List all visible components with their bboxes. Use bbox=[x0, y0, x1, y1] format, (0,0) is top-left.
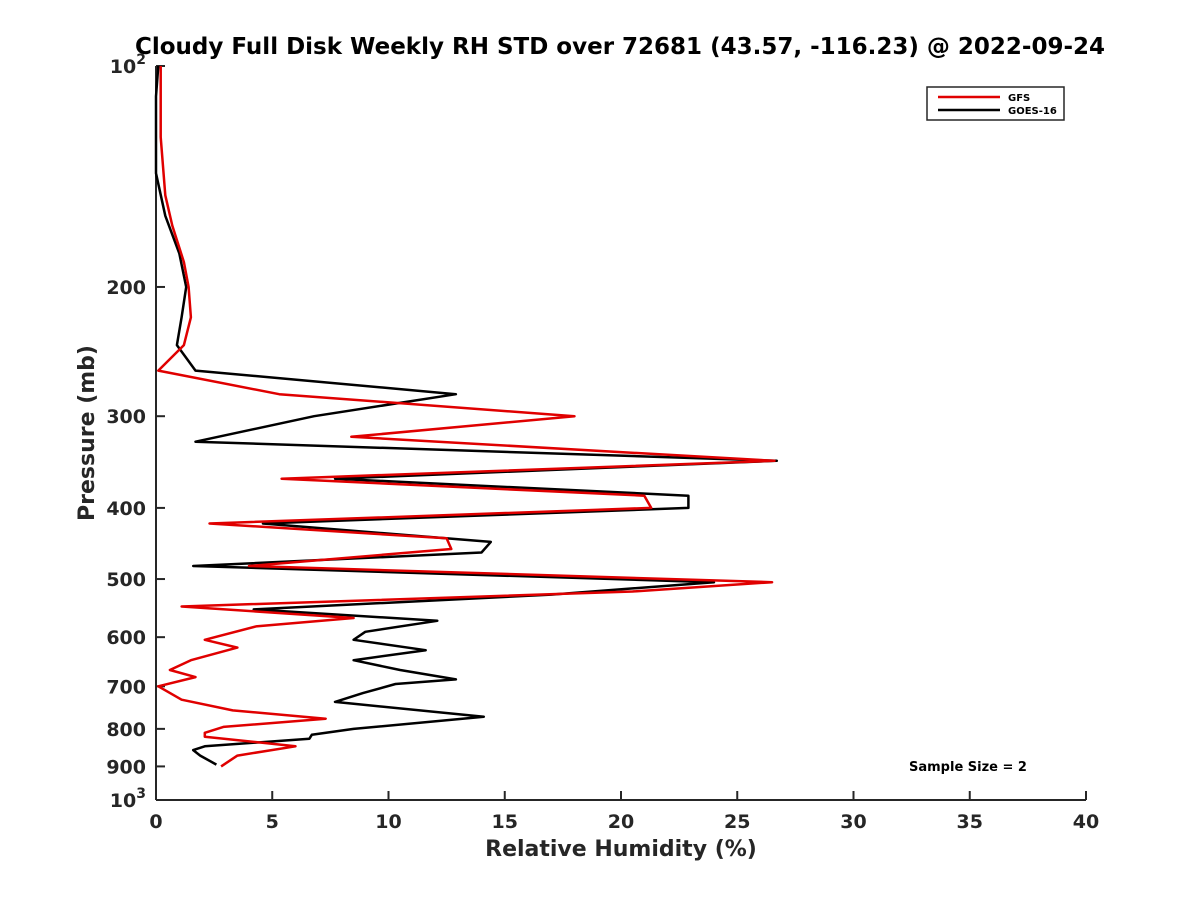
y-tick-label: 200 bbox=[106, 277, 146, 299]
y-tick-label: 900 bbox=[106, 756, 146, 778]
legend-label-goes16: GOES-16 bbox=[1008, 106, 1057, 117]
sample-size-annotation: Sample Size = 2 bbox=[909, 760, 1027, 775]
y-tick-label: 103 bbox=[110, 786, 146, 812]
x-tick-label: 15 bbox=[492, 811, 518, 833]
y-tick-label: 700 bbox=[106, 676, 146, 698]
y-axis-ticks: 102 200 300 400 500 600 700 800 900 103 bbox=[106, 52, 165, 812]
y-tick-label: 300 bbox=[106, 406, 146, 428]
x-tick-label: 0 bbox=[149, 811, 162, 833]
legend-label-gfs: GFS bbox=[1008, 93, 1030, 104]
series-line-gfs bbox=[157, 66, 776, 768]
legend: GFS GOES-16 bbox=[926, 86, 1065, 121]
y-tick-label: 800 bbox=[106, 719, 146, 741]
x-tick-label: 30 bbox=[840, 811, 866, 833]
x-tick-label: 20 bbox=[608, 811, 634, 833]
y-tick-label: 600 bbox=[106, 627, 146, 649]
y-tick-label: 500 bbox=[106, 569, 146, 591]
x-tick-label: 5 bbox=[266, 811, 279, 833]
chart-title: Cloudy Full Disk Weekly RH STD over 7268… bbox=[135, 34, 1105, 60]
x-tick-label: 10 bbox=[375, 811, 401, 833]
x-axis-label: Relative Humidity (%) bbox=[485, 837, 757, 862]
x-tick-label: 40 bbox=[1073, 811, 1099, 833]
x-axis-ticks: 0 5 10 15 20 25 30 35 40 bbox=[149, 791, 1099, 833]
x-tick-label: 35 bbox=[957, 811, 983, 833]
series-line-goes16 bbox=[154, 65, 779, 766]
x-tick-label: 25 bbox=[724, 811, 750, 833]
series-layer bbox=[154, 65, 779, 768]
y-tick-label: 400 bbox=[106, 498, 146, 520]
y-tick-label: 102 bbox=[110, 52, 146, 78]
y-axis-label: Pressure (mb) bbox=[75, 345, 100, 521]
legend-box bbox=[926, 86, 1065, 121]
